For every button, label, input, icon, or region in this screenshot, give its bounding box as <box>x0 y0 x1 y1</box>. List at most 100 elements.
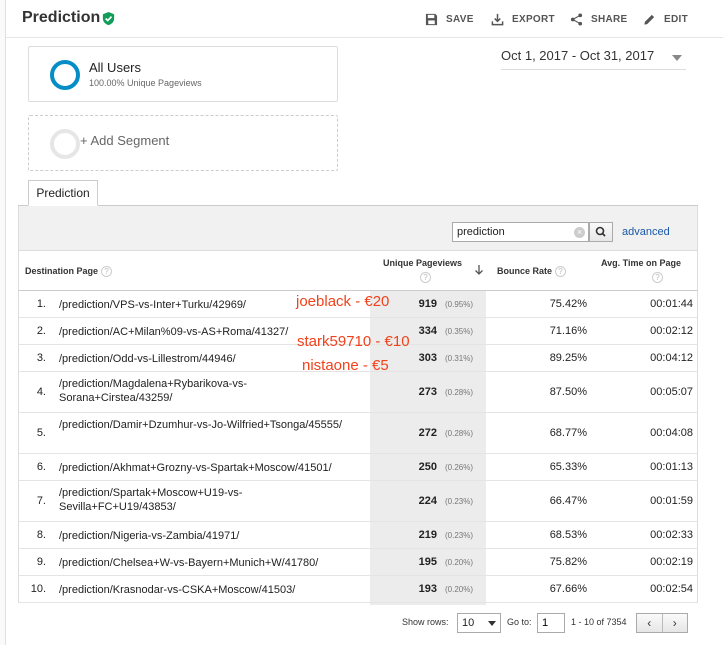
row-index: 4. <box>36 386 46 398</box>
save-button[interactable]: SAVE <box>425 11 474 27</box>
add-segment-label: + Add Segment <box>80 133 170 148</box>
verified-shield-icon <box>102 11 115 26</box>
report-header: Prediction SAVE EXPORT SHARE EDIT <box>6 0 723 38</box>
bounce-rate-value: 65.33% <box>549 461 587 473</box>
page-title: Prediction <box>22 9 101 26</box>
pageviews-percent: (0.95%) <box>445 300 474 309</box>
table-row: 3. /prediction/Odd-vs-Lillestrom/44946/30… <box>18 345 698 372</box>
col-header-label: Bounce Rate <box>497 266 553 276</box>
share-icon <box>570 12 583 26</box>
avg-time-value: 00:02:33 <box>650 529 693 541</box>
table-row: 6. /prediction/Akhmat+Grozny-vs-Spartak+M… <box>18 454 698 481</box>
destination-page-link[interactable]: /prediction/Damir+Dzumhur-vs-Jo-Wilfried… <box>59 419 343 431</box>
row-index: 2. <box>36 325 46 337</box>
clear-search-icon[interactable]: × <box>574 227 585 238</box>
avg-time-value: 00:02:12 <box>650 325 693 337</box>
export-button[interactable]: EXPORT <box>491 11 555 27</box>
chevron-down-icon <box>488 621 496 626</box>
show-rows-value: 10 <box>462 617 475 629</box>
edit-icon <box>644 14 655 25</box>
help-icon[interactable]: ? <box>652 272 663 283</box>
row-index: 7. <box>36 495 46 507</box>
save-label: SAVE <box>446 13 474 25</box>
table-row: 9. /prediction/Chelsea+W-vs-Bayern+Munich… <box>18 549 698 576</box>
tab-divider <box>18 205 698 206</box>
segment-name: All Users <box>89 60 142 75</box>
bounce-rate-value: 75.82% <box>549 556 587 568</box>
destination-page-link[interactable]: /prediction/Chelsea+W-vs-Bayern+Munich+W… <box>59 557 319 569</box>
bounce-rate-value: 66.47% <box>549 495 587 507</box>
avg-time-value: 00:01:13 <box>650 461 693 473</box>
table-row: 8. /prediction/Nigeria-vs-Zambia/41971/21… <box>18 522 698 549</box>
segment-all-users[interactable]: All Users 100.00% Unique Pageviews <box>28 46 338 102</box>
next-page-button[interactable]: › <box>672 616 677 630</box>
col-header-destination-page[interactable]: Destination Page? <box>25 266 113 278</box>
edit-button[interactable]: EDIT <box>643 11 688 27</box>
bounce-rate-value: 68.53% <box>549 529 587 541</box>
pageviews-percent: (0.31%) <box>445 354 474 363</box>
table-row: 7. /prediction/Spartak+Moscow+U19-vs-Sevi… <box>18 481 698 522</box>
col-header-avg-time[interactable]: Avg. Time on Page <box>601 258 681 268</box>
row-index: 5. <box>36 427 46 439</box>
col-header-unique-pageviews[interactable]: Unique Pageviews <box>383 258 462 268</box>
bounce-rate-value: 75.42% <box>549 298 587 310</box>
unique-pageviews-value: 272 <box>418 427 437 439</box>
show-rows-select[interactable]: 10 <box>457 613 501 633</box>
help-icon[interactable]: ? <box>101 266 113 278</box>
share-button[interactable]: SHARE <box>570 11 628 27</box>
prev-page-button[interactable]: ‹ <box>637 614 663 632</box>
avg-time-value: 00:04:08 <box>650 427 693 439</box>
avg-time-value: 00:01:59 <box>650 495 693 507</box>
pageviews-percent: (0.35%) <box>445 327 474 336</box>
avg-time-value: 00:04:12 <box>650 352 693 364</box>
help-icon[interactable]: ? <box>420 272 431 283</box>
advanced-filter-link[interactable]: advanced <box>622 226 670 238</box>
unique-pageviews-value: 219 <box>418 529 437 541</box>
segment-subtitle: 100.00% Unique Pageviews <box>89 78 202 88</box>
table-row: 10. /prediction/Krasnodar-vs-CSKA+Moscow/… <box>18 576 698 603</box>
search-input[interactable] <box>452 222 589 242</box>
empty-segment-ring-icon <box>50 129 80 159</box>
bounce-rate-value: 67.66% <box>549 583 587 595</box>
col-header-bounce-rate[interactable]: Bounce Rate? <box>497 266 567 278</box>
add-segment-button[interactable]: + Add Segment <box>28 115 338 171</box>
tab-prediction[interactable]: Prediction <box>28 180 98 206</box>
edit-label: EDIT <box>664 13 688 25</box>
unique-pageviews-value: 224 <box>418 495 437 507</box>
destination-page-link[interactable]: /prediction/Nigeria-vs-Zambia/41971/ <box>59 530 240 542</box>
sorted-column-highlight <box>370 250 486 605</box>
pageviews-percent: (0.23%) <box>445 497 474 506</box>
goto-label: Go to: <box>507 617 532 627</box>
help-icon[interactable]: ? <box>555 266 567 278</box>
sort-descending-icon[interactable] <box>474 264 484 276</box>
destination-page-link[interactable]: /prediction/Krasnodar-vs-CSKA+Moscow/415… <box>59 584 296 596</box>
col-header-label: Unique Pageviews <box>383 258 463 268</box>
unique-pageviews-value: 195 <box>418 556 437 568</box>
destination-page-link[interactable]: /prediction/VPS-vs-Inter+Turku/42969/ <box>59 299 246 311</box>
col-header-label: Avg. Time on Page <box>601 258 682 268</box>
goto-page-input[interactable] <box>537 613 565 633</box>
row-index: 3. <box>36 352 46 364</box>
table-row: 2. /prediction/AC+Milan%09-vs-AS+Roma/413… <box>18 318 698 345</box>
bounce-rate-value: 89.25% <box>549 352 587 364</box>
destination-page-link[interactable]: /prediction/Magdalena+Rybarikova-vs-Sora… <box>59 378 248 404</box>
destination-page-link[interactable]: /prediction/Akhmat+Grozny-vs-Spartak+Mos… <box>59 462 332 474</box>
unique-pageviews-value: 303 <box>418 352 437 364</box>
search-button[interactable] <box>589 222 613 242</box>
destination-page-link[interactable]: /prediction/AC+Milan%09-vs-AS+Roma/41327… <box>59 326 289 338</box>
date-range-picker[interactable]: Oct 1, 2017 - Oct 31, 2017 <box>501 48 686 70</box>
avg-time-value: 00:02:54 <box>650 583 693 595</box>
pageviews-percent: (0.28%) <box>445 388 474 397</box>
row-index: 1. <box>36 298 46 310</box>
table-row: 4. /prediction/Magdalena+Rybarikova-vs-So… <box>18 372 698 413</box>
destination-page-link[interactable]: /prediction/Odd-vs-Lillestrom/44946/ <box>59 353 236 365</box>
pagination-controls: ‹ › <box>636 613 688 633</box>
save-icon <box>425 13 438 25</box>
pageviews-percent: (0.20%) <box>445 558 474 567</box>
chevron-down-icon <box>672 55 682 61</box>
unique-pageviews-value: 250 <box>418 461 437 473</box>
unique-pageviews-value: 273 <box>418 386 437 398</box>
destination-page-link[interactable]: /prediction/Spartak+Moscow+U19-vs-Sevill… <box>59 487 243 513</box>
row-index: 10. <box>30 583 46 595</box>
